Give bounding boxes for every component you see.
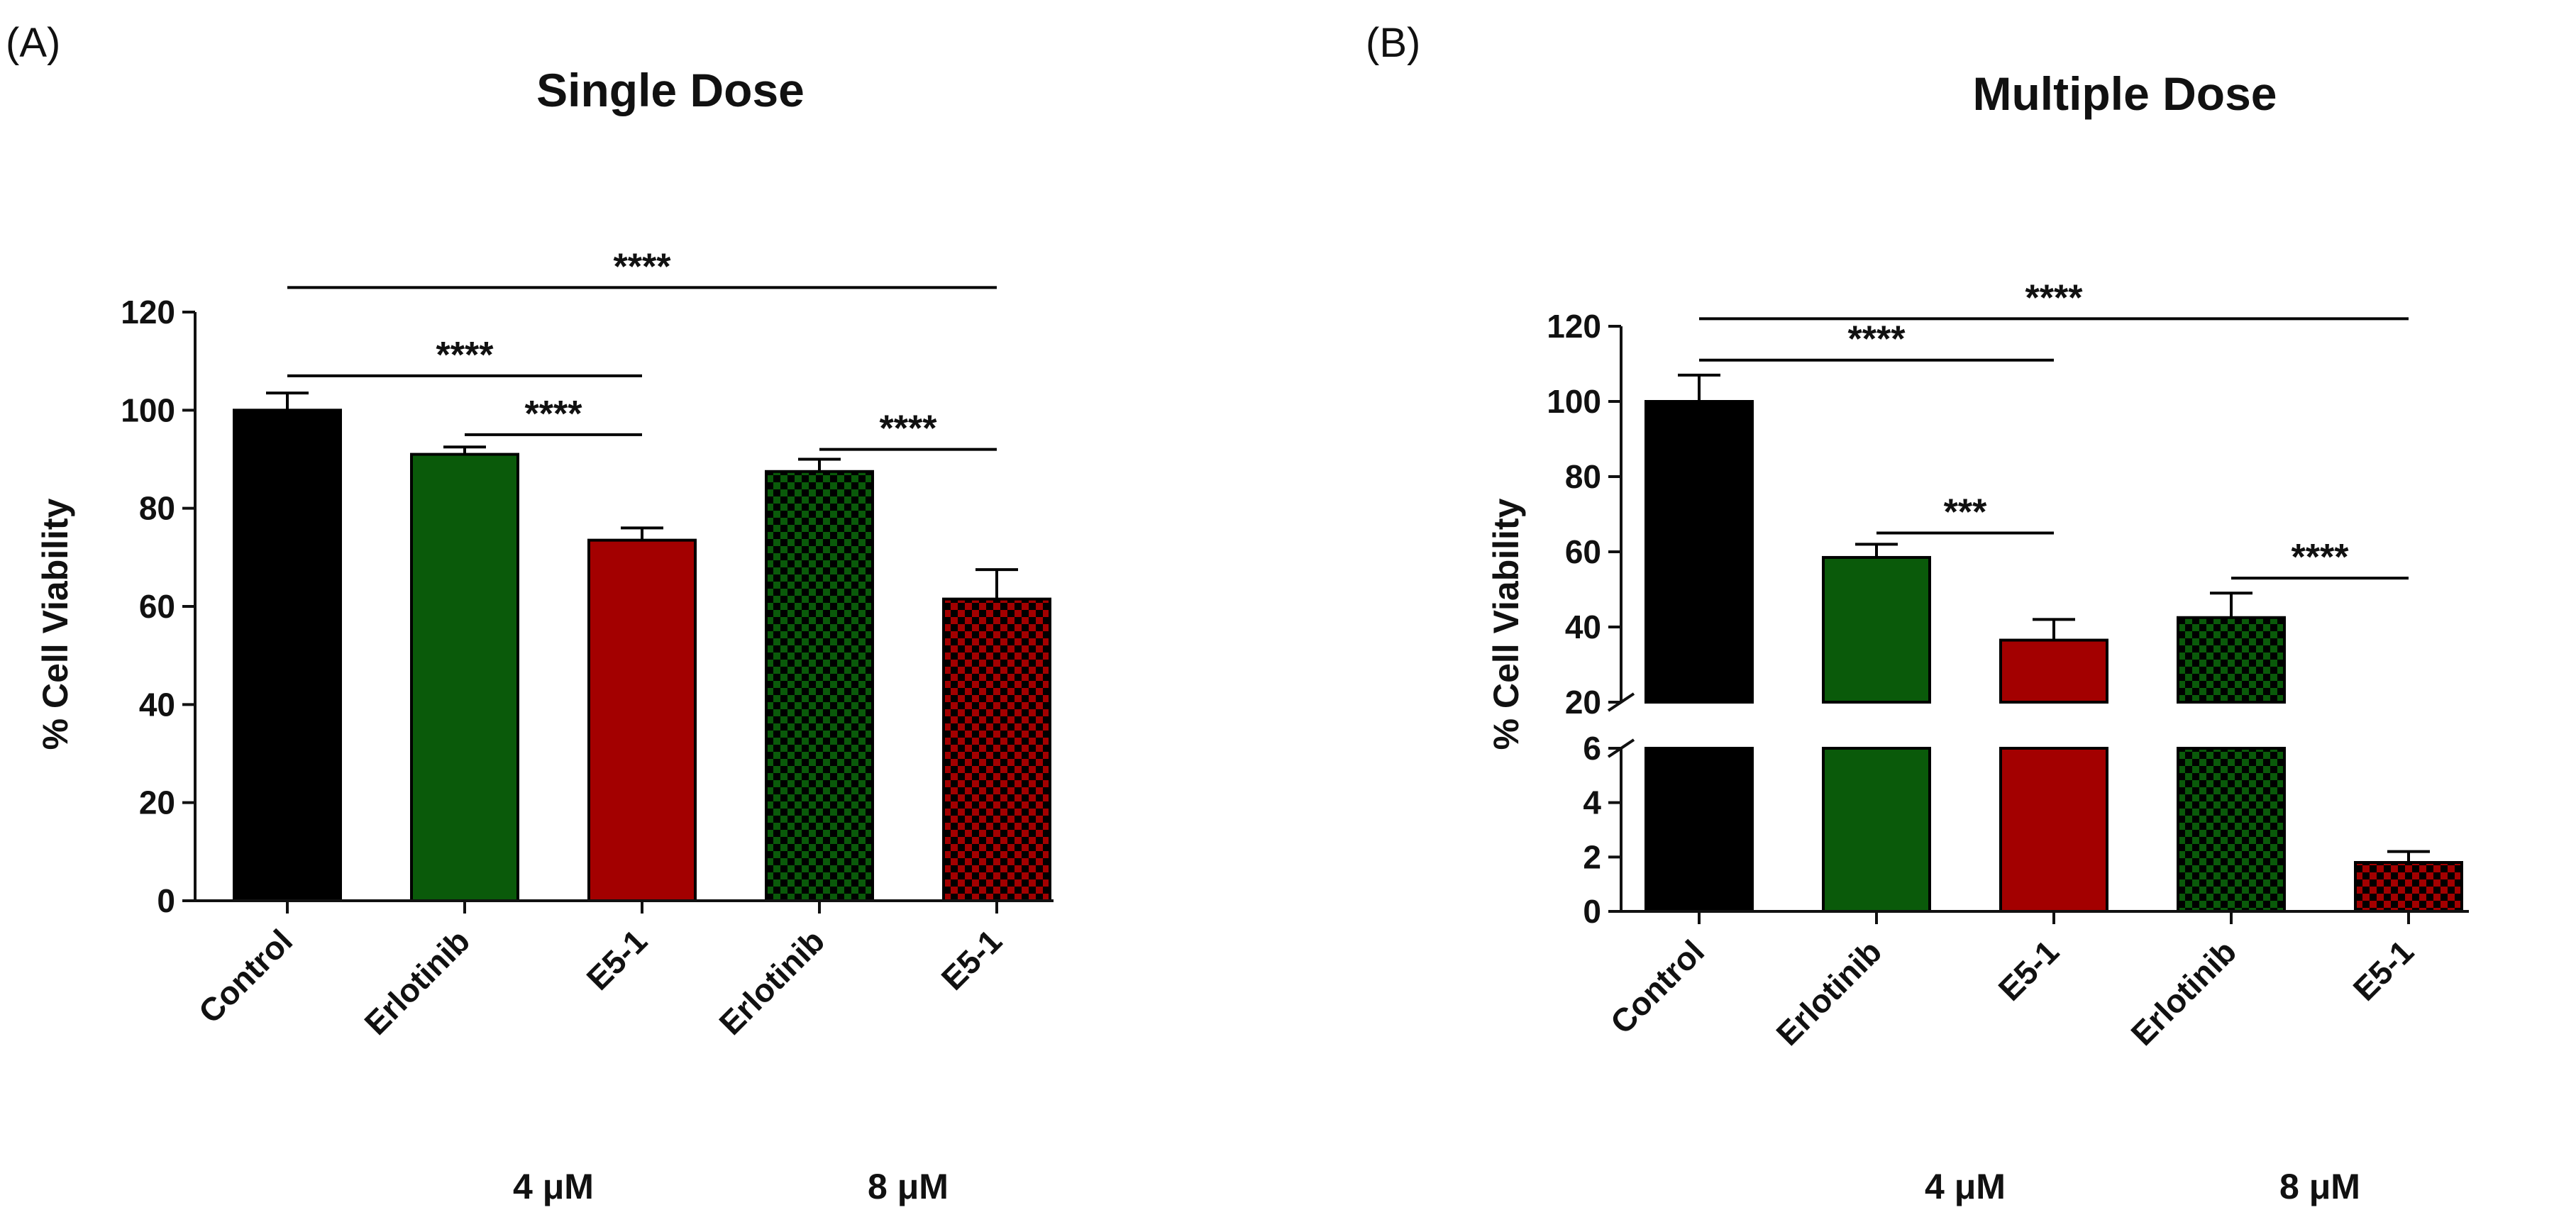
bar-0-0 [233, 409, 342, 902]
sig-label-0-3: **** [880, 409, 938, 450]
y-tick-label-upper-b-1: 40 [1565, 609, 1601, 645]
y-tick-label-a-1: 20 [139, 784, 175, 821]
y-tick-label-lower-b-1: 2 [1583, 838, 1601, 875]
bar-upper-1-1 [1822, 555, 1931, 704]
panel-b-title: Multiple Dose [1972, 67, 2277, 120]
category-label-1-3: Erlotinib [2123, 933, 2243, 1053]
y-tick-label-upper-b-2: 60 [1565, 533, 1601, 570]
category-label-0-0: Control [192, 922, 299, 1030]
y-tick-label-a-0: 0 [157, 882, 175, 919]
y-tick-label-upper-b-3: 80 [1565, 458, 1601, 495]
y-tick-label-a-3: 60 [139, 588, 175, 625]
bar-1-4 [2354, 861, 2463, 913]
sig-label-1-2: *** [1944, 492, 1987, 533]
sig-label-1-1: **** [1848, 319, 1906, 360]
bar-lower-1-0 [1644, 747, 1754, 913]
y-tick-label-upper-b-0: 20 [1565, 684, 1601, 721]
panel-b-plot: 0 2 4 6 20 40 60 80 100 120 Control Erlotinib E5-1 Er… [1547, 277, 2469, 1206]
y-tick-label-a-6: 120 [121, 294, 175, 331]
panel-a-title: Single Dose [536, 64, 805, 116]
panel-a-y-axis-title: % Cell Viability [35, 498, 75, 750]
category-label-0-3: Erlotinib [712, 922, 831, 1042]
y-tick-label-a-4: 80 [139, 490, 175, 527]
panel-a: (A) Single Dose % Cell Viability 0 20 40 60… [6, 20, 1054, 1206]
category-label-1-2: E5-1 [1991, 933, 2066, 1007]
bar-0-3 [765, 470, 874, 902]
panel-a-plot: 0 20 40 60 80 100 120 Control Erlotinib E5-1 Erlot… [121, 246, 1054, 1206]
panel-a-label: (A) [6, 20, 60, 66]
category-label-1-1: Erlotinib [1769, 933, 1889, 1053]
y-tick-label-lower-b-0: 0 [1583, 893, 1601, 930]
category-label-1-0: Control [1603, 933, 1711, 1040]
y-tick-label-lower-b-2: 4 [1583, 784, 1601, 821]
panel-b: (B) Multiple Dose % Cell Viability 0 2 4 6 2… [1366, 20, 2469, 1206]
category-label-0-2: E5-1 [580, 922, 654, 996]
bar-upper-1-2 [1999, 638, 2108, 704]
bar-lower-1-1 [1822, 747, 1931, 913]
sig-label-0-1: **** [436, 335, 494, 376]
panel-b-y-axis-title: % Cell Viability [1486, 498, 1526, 750]
sig-label-1-3: **** [2292, 537, 2350, 578]
y-tick-label-a-5: 100 [121, 392, 175, 428]
category-label-1-4: E5-1 [2346, 933, 2421, 1007]
sig-label-0-0: **** [614, 246, 672, 287]
bar-upper-1-3 [2177, 616, 2286, 704]
category-label-0-1: Erlotinib [357, 922, 477, 1042]
group-label-1-0: 4 μM [1925, 1167, 2006, 1206]
bar-upper-1-0 [1644, 400, 1754, 704]
y-tick-label-upper-b-5: 120 [1547, 308, 1601, 345]
bar-0-1 [410, 453, 519, 902]
sig-label-1-0: **** [2025, 277, 2084, 318]
bar-0-2 [587, 538, 697, 902]
sig-label-0-2: **** [525, 394, 583, 435]
group-label-0-1: 8 μM [868, 1167, 949, 1206]
bar-0-4 [942, 597, 1051, 902]
bar-lower-1-3 [2177, 747, 2286, 913]
y-tick-label-lower-b-3: 6 [1583, 730, 1601, 767]
bar-lower-1-2 [1999, 747, 2108, 913]
y-tick-label-upper-b-4: 100 [1547, 383, 1601, 420]
group-label-0-0: 4 μM [513, 1167, 594, 1206]
y-tick-label-a-2: 40 [139, 686, 175, 723]
group-label-1-1: 8 μM [2279, 1167, 2360, 1206]
panel-b-label: (B) [1366, 20, 1420, 66]
category-label-0-4: E5-1 [934, 922, 1009, 996]
